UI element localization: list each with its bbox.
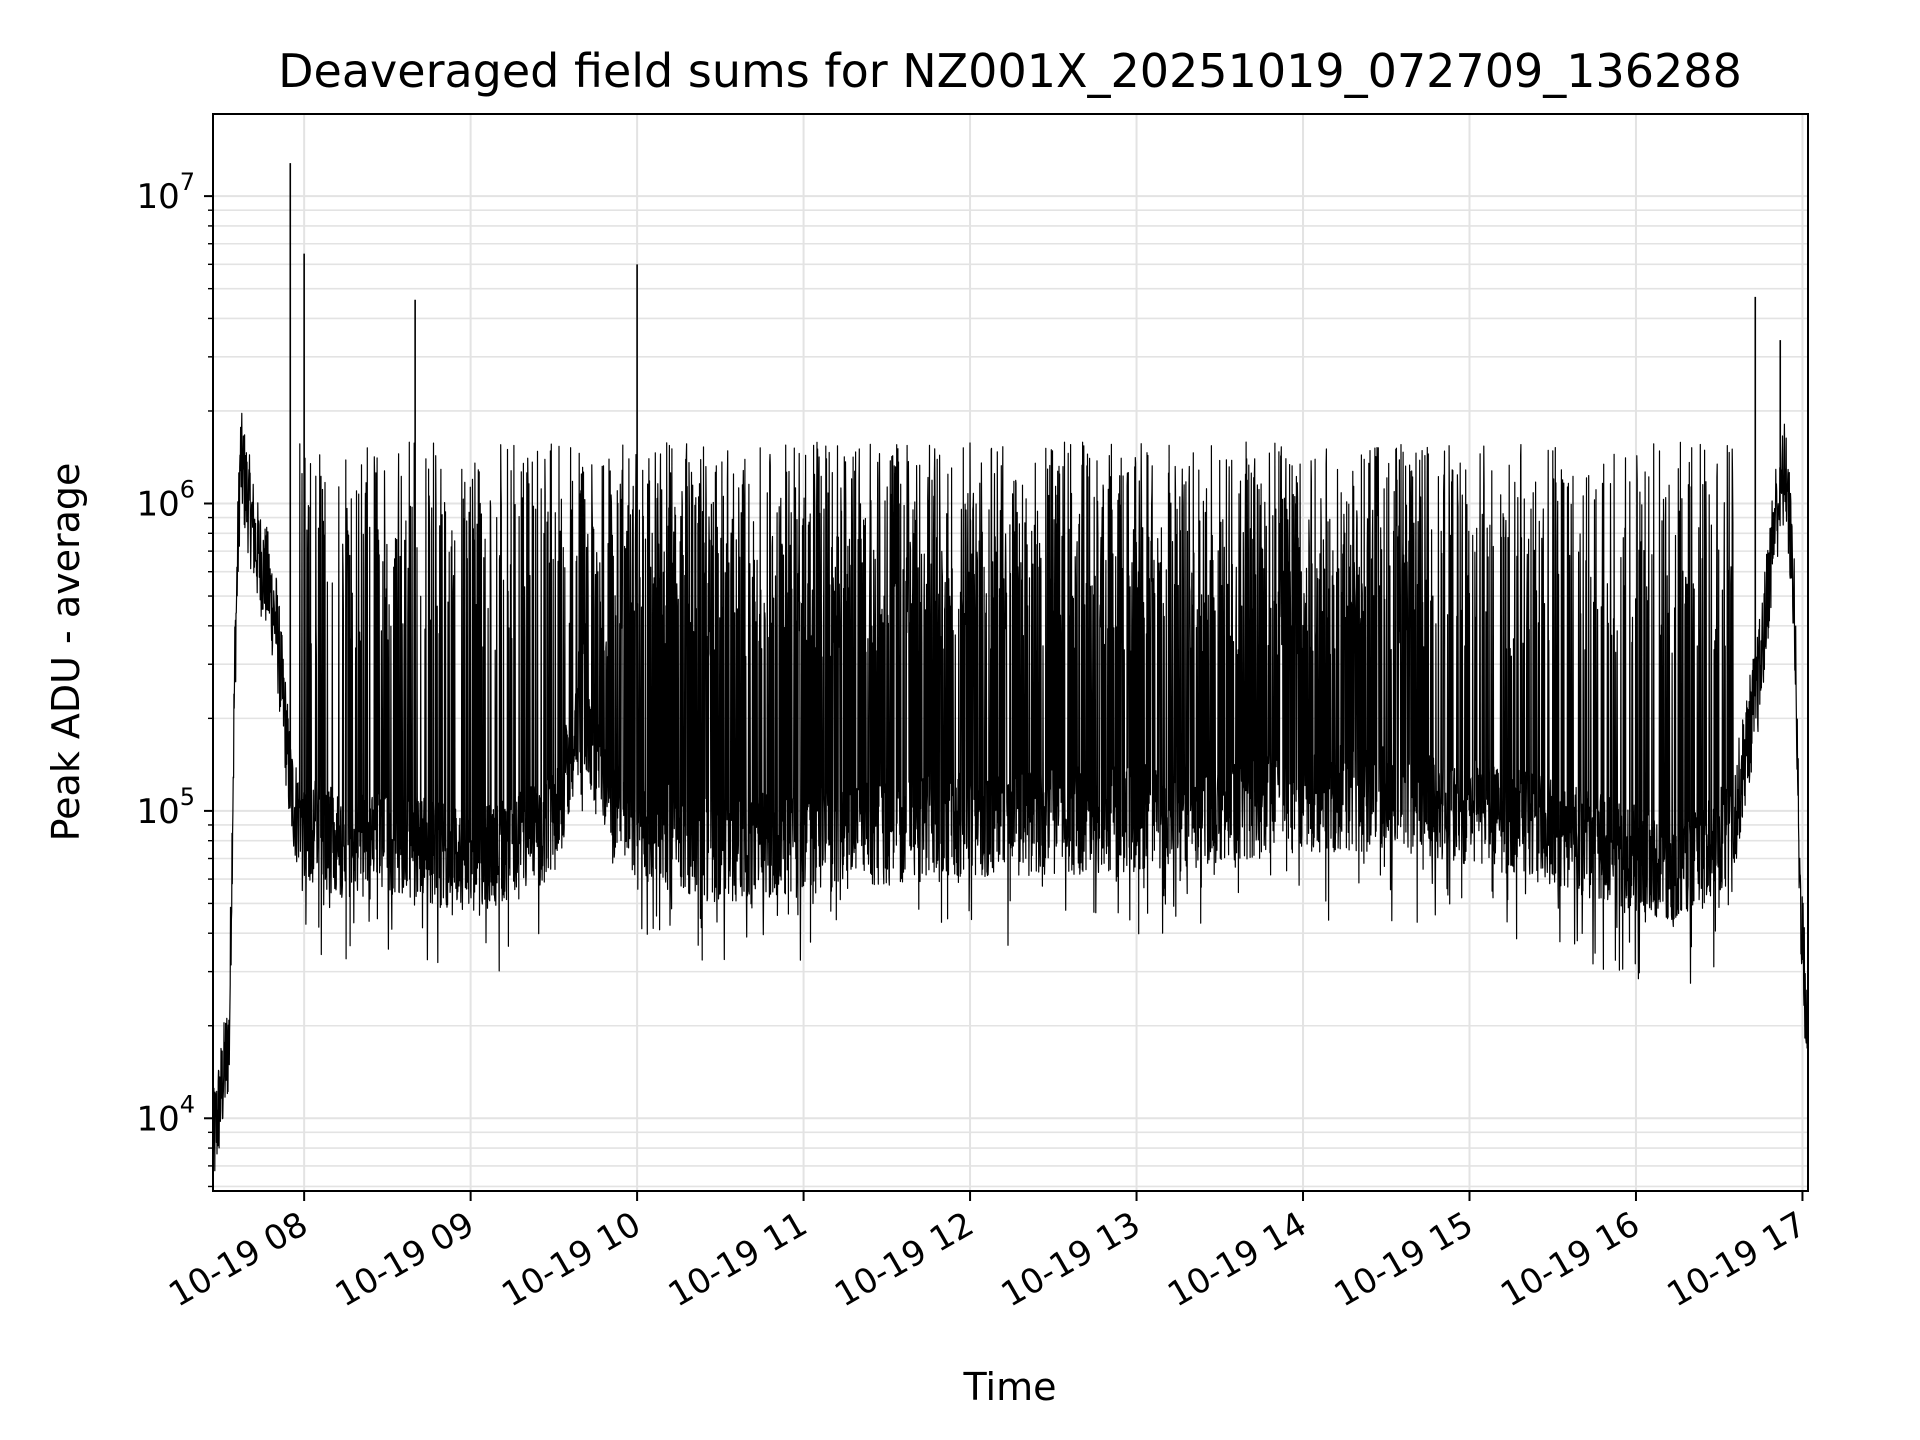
y-tick-label: 107 [136, 168, 195, 217]
data-line [212, 412, 1809, 1172]
x-axis-label: Time [963, 1365, 1057, 1409]
y-tick-label: 105 [136, 783, 195, 832]
y-tick-label: 106 [136, 476, 195, 525]
data-series [212, 163, 1809, 1172]
y-axis-label: Peak ADU - average [44, 463, 88, 842]
chart-title: Deaveraged field sums for NZ001X_2025101… [278, 44, 1742, 98]
axes-frame [212, 113, 1809, 1192]
y-tick-label: 104 [136, 1090, 195, 1139]
